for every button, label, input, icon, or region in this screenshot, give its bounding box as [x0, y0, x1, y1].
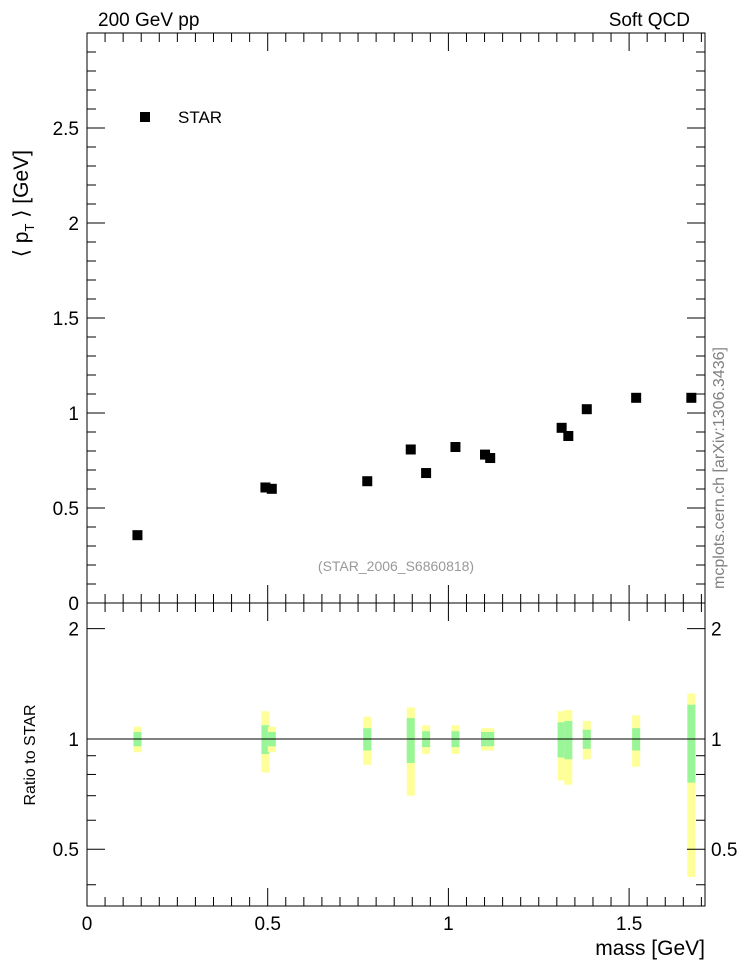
ratio-y-tick-label: 1	[68, 730, 79, 751]
header-left-label: 200 GeV pp	[98, 10, 199, 31]
ratio-y-tick-label: 2	[68, 620, 79, 641]
data-point	[631, 392, 642, 403]
x-tick-label: 1	[443, 914, 454, 935]
ratio-y-axis-label: Ratio to STAR	[22, 704, 39, 805]
data-point	[485, 453, 496, 464]
ratio-x-ticks: 0 0.5 1 1.5	[82, 603, 702, 935]
ratio-uncertainty-bands	[133, 693, 696, 877]
data-point	[563, 430, 574, 441]
x-tick-label: 0	[82, 914, 93, 935]
ratio-y-tick-label: 0.5	[53, 840, 79, 861]
data-point	[450, 442, 461, 453]
main-y-tick-label: 2	[68, 214, 79, 235]
data-point	[686, 392, 697, 403]
ratio-y-tick-label-right: 0.5	[711, 840, 737, 861]
data-point	[421, 468, 432, 479]
legend-marker	[140, 112, 150, 122]
ratio-plot-frame	[86, 602, 706, 907]
x-axis-label: mass [GeV]	[595, 937, 705, 960]
side-label: mcplots.cern.ch [arXiv:1306.3436]	[711, 347, 728, 589]
ylabel-open: ⟨ p	[10, 232, 33, 258]
data-point	[581, 404, 592, 415]
x-tick-label: 0.5	[254, 914, 280, 935]
x-tick-label: 1.5	[616, 914, 642, 935]
legend-entry-star: STAR	[178, 108, 222, 127]
main-y-tick-label: 0	[68, 594, 79, 615]
ratio-inner-band	[564, 720, 573, 760]
data-point	[132, 530, 143, 541]
data-point	[556, 422, 567, 433]
main-y-tick-label: 0.5	[53, 499, 79, 520]
ratio-y-ticks: 0.5 0.5 1 1 2 2	[53, 620, 737, 886]
ratio-inner-band	[406, 718, 415, 763]
data-point	[362, 476, 373, 487]
analysis-annotation: (STAR_2006_S6860818)	[318, 558, 474, 574]
main-plot-panel: 0 0.5 1 1.5 2 2.5 ⟨ pT ⟩ [GeV] STAR (STAR_200…	[10, 32, 706, 615]
main-y-ticks: 0 0.5 1 1.5 2 2.5	[53, 51, 705, 615]
ratio-y-tick-label-right: 1	[711, 730, 722, 751]
main-y-tick-label: 1	[68, 404, 79, 425]
main-y-axis-label: ⟨ pT ⟩ [GeV]	[10, 150, 37, 257]
ratio-inner-band	[557, 722, 566, 758]
ratio-inner-band	[261, 725, 270, 754]
data-point	[266, 483, 277, 494]
ratio-y-tick-label-right: 2	[711, 620, 722, 641]
data-point	[405, 444, 416, 455]
main-x-ticks	[86, 33, 702, 603]
ylabel-close: ⟩ [GeV]	[10, 150, 33, 224]
header-right-label: Soft QCD	[609, 10, 690, 31]
star-data-points	[132, 392, 697, 541]
ylabel-subscript: T	[22, 224, 37, 232]
ratio-plot-panel: 0.5 0.5 1 1 2 2 0 0.5 1 1.5 Ratio to STAR mass […	[22, 602, 737, 960]
data-point	[480, 449, 491, 460]
main-y-tick-label: 2.5	[53, 119, 79, 140]
main-y-tick-label: 1.5	[53, 309, 79, 330]
ratio-outer-band	[687, 693, 696, 877]
ratio-inner-band	[687, 704, 696, 783]
data-point	[260, 482, 271, 493]
